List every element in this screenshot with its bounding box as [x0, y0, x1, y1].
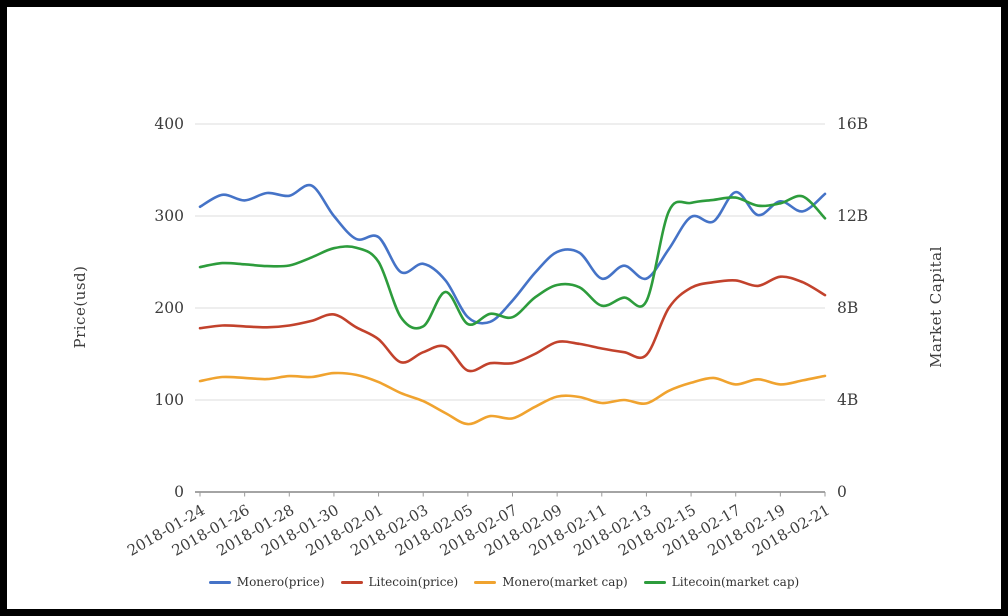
legend-line-swatch — [643, 580, 666, 584]
gridlines — [195, 123, 825, 401]
right-tick-label: 8B — [837, 299, 858, 317]
legend-line-swatch — [340, 580, 363, 584]
left-tick-label: 400 — [154, 115, 184, 133]
series-lines — [198, 183, 827, 426]
legend-label: Monero(market cap) — [502, 575, 628, 589]
legend-line-swatch — [208, 580, 231, 584]
right-tick-label: 0 — [837, 483, 847, 501]
series-line-litecoin-price- — [198, 275, 827, 373]
series-line-monero-market-cap- — [198, 371, 827, 426]
x-axis-ticks — [199, 492, 826, 497]
right-tick-label: 4B — [837, 391, 858, 409]
legend-line-swatch — [474, 580, 497, 584]
left-tick-label: 200 — [154, 299, 184, 317]
series-line-monero-price- — [198, 183, 827, 325]
legend-item-monero-price-[interactable]: Monero(price) — [208, 575, 325, 589]
legend-label: Litecoin(price) — [368, 575, 459, 589]
legend-label: Monero(price) — [236, 575, 325, 589]
right-axis-title: Market Capital — [927, 246, 945, 368]
right-tick-label: 12B — [837, 207, 868, 225]
right-axis-tick-labels: 0 4B 8B 12B 16B — [837, 115, 868, 501]
left-axis-tick-labels: 0 100 200 300 400 — [154, 115, 184, 501]
legend-item-litecoin-price-[interactable]: Litecoin(price) — [340, 575, 459, 589]
x-axis-tick-labels: 2018-01-242018-01-262018-01-282018-01-30… — [124, 501, 833, 560]
legend-label: Litecoin(market cap) — [671, 575, 800, 589]
left-tick-label: 0 — [174, 483, 184, 501]
left-tick-label: 100 — [154, 391, 184, 409]
left-axis-title: Price(usd) — [71, 265, 89, 349]
legend-item-litecoin-market-cap-[interactable]: Litecoin(market cap) — [643, 575, 800, 589]
legend-item-monero-market-cap-[interactable]: Monero(market cap) — [474, 575, 628, 589]
series-line-litecoin-market-cap- — [198, 194, 827, 330]
left-tick-label: 300 — [154, 207, 184, 225]
right-tick-label: 16B — [837, 115, 868, 133]
legend: Monero(price) Litecoin(price) Monero(marke… — [0, 575, 1008, 589]
